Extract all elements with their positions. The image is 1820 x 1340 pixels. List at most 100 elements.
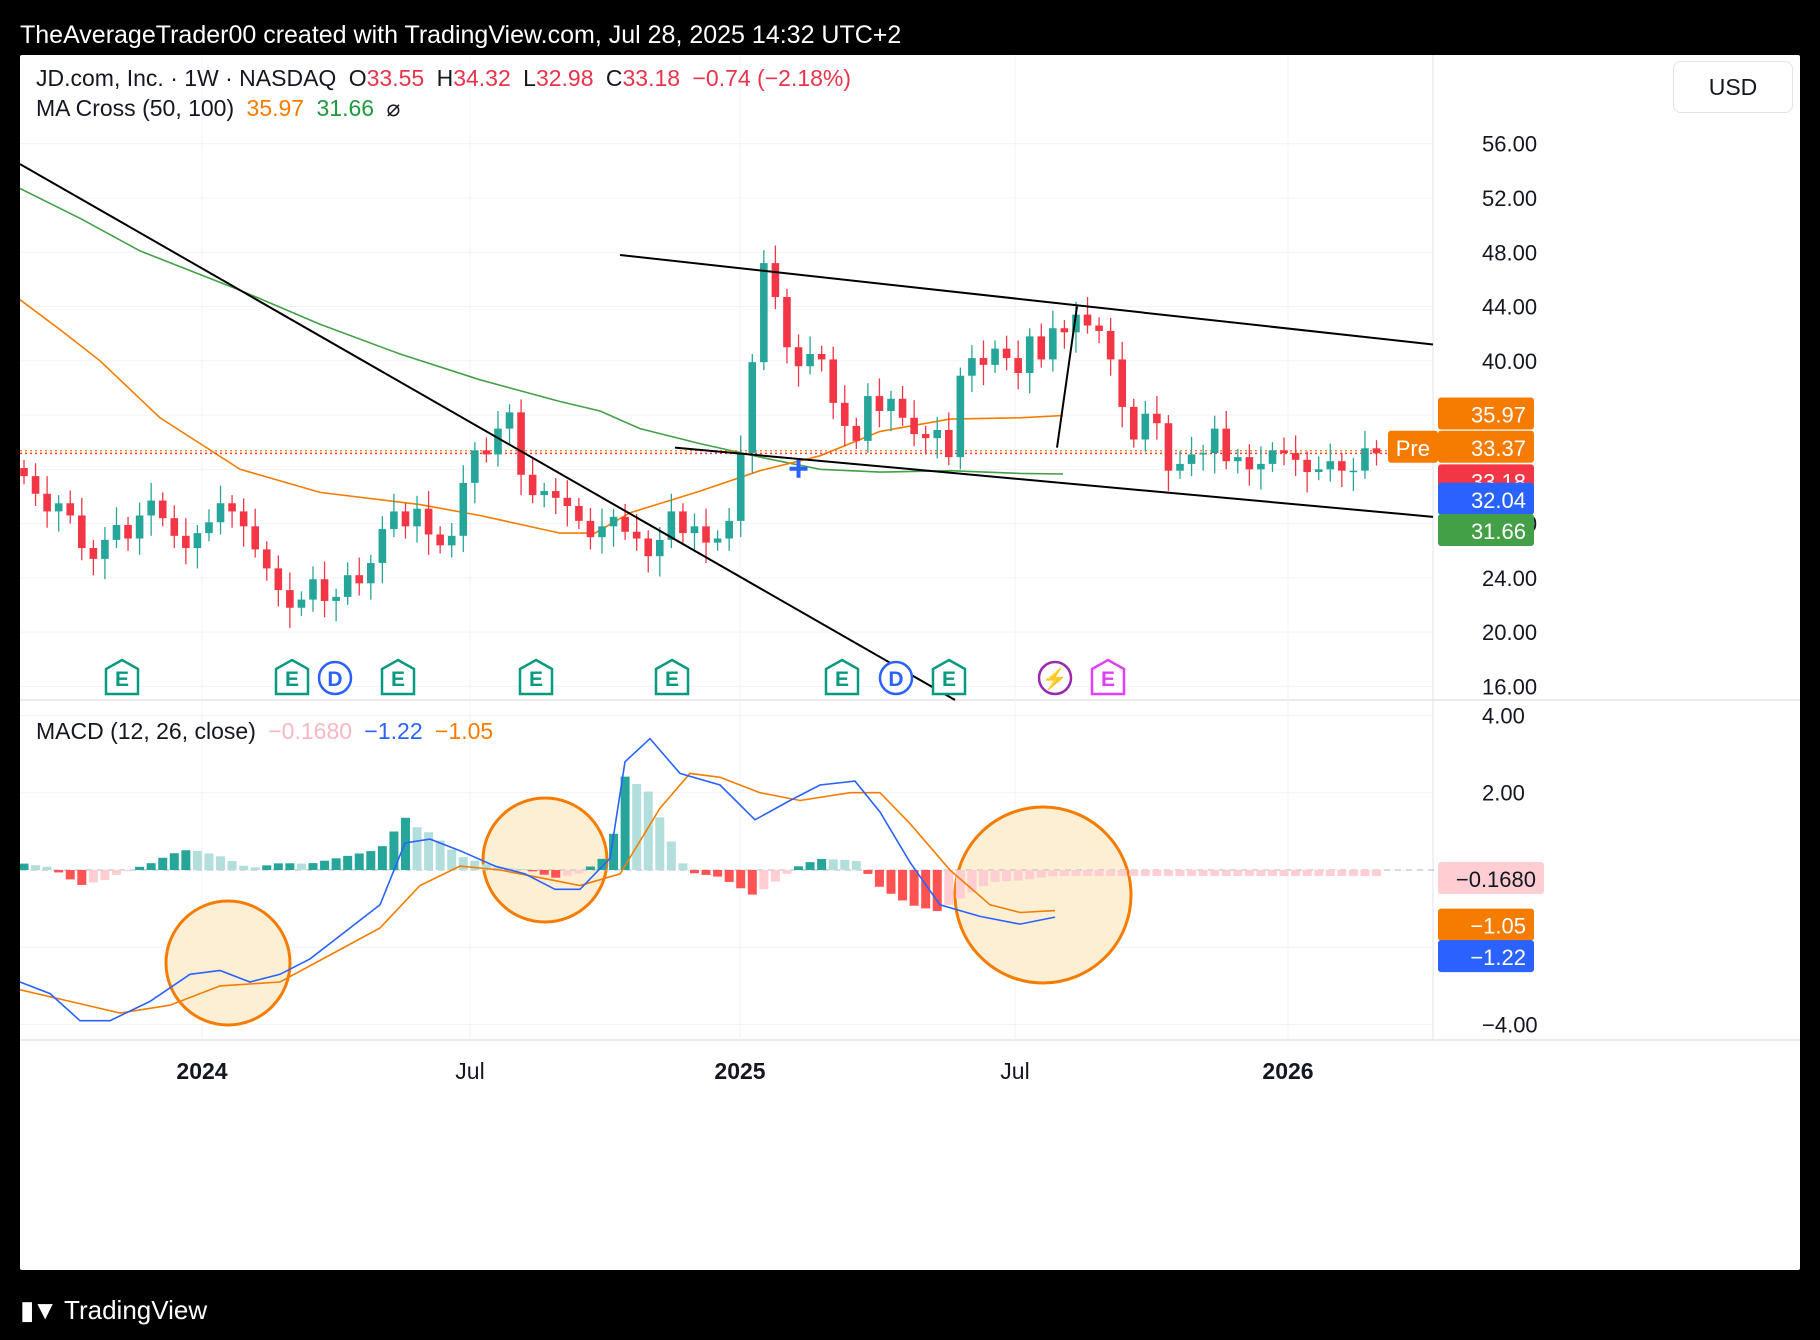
event-marker-shape bbox=[380, 658, 416, 696]
macd-hist-bar bbox=[1036, 870, 1046, 878]
candle-body bbox=[1129, 406, 1138, 440]
macd-hist-bar bbox=[516, 868, 526, 870]
macd-hist-bar bbox=[1221, 870, 1231, 876]
candle-body bbox=[1210, 428, 1219, 454]
event-marker-label: E bbox=[391, 668, 405, 691]
ma-visibility-icon[interactable]: ⌀ bbox=[386, 95, 401, 121]
time-axis-tick: Jul bbox=[455, 1058, 484, 1084]
macd-hist-bar bbox=[458, 857, 468, 870]
price-axis-tick: 44.00 bbox=[1482, 295, 1537, 320]
price-axis-tick: 16.00 bbox=[1482, 674, 1537, 699]
tradingview-brand: ▮▼ TradingView bbox=[20, 1290, 207, 1330]
price-axis-tick: 48.00 bbox=[1482, 240, 1537, 265]
macd-hist-bar bbox=[1279, 870, 1289, 876]
event-marker-shape bbox=[931, 658, 967, 696]
event-marker-earnings: E bbox=[654, 658, 690, 696]
candle-body bbox=[725, 520, 733, 539]
ma-slow-price-tag-text: 31.66 bbox=[1471, 519, 1526, 544]
macd-hist-bar bbox=[412, 827, 422, 870]
event-marker-dividend: D bbox=[878, 660, 914, 696]
candle-body bbox=[632, 531, 641, 539]
macd-hist-bar bbox=[1244, 870, 1254, 876]
ma-slow-price-tag-bg bbox=[1438, 513, 1534, 546]
macd-hist-bar bbox=[1163, 870, 1173, 876]
macd-hist-bar bbox=[470, 860, 480, 870]
time-axis-tick: 2025 bbox=[714, 1058, 765, 1084]
macd-hist-bar bbox=[354, 853, 364, 870]
candle-body bbox=[286, 590, 294, 608]
macd-hist-bar bbox=[1083, 870, 1093, 876]
currency-button[interactable]: USD bbox=[1673, 61, 1793, 113]
candle-body bbox=[968, 358, 976, 376]
macd-hist-bar bbox=[1360, 870, 1370, 876]
macd-hist-bar bbox=[1117, 870, 1127, 876]
macd-hist-bar bbox=[42, 866, 52, 870]
macd-hist-bar bbox=[782, 870, 792, 874]
macd-hist-bar bbox=[747, 870, 757, 895]
candle-body bbox=[1268, 450, 1277, 464]
candle-body bbox=[667, 511, 676, 540]
macd-hist-bar bbox=[1337, 870, 1347, 876]
macd-hist-bar bbox=[435, 840, 445, 870]
macd-hist-bar bbox=[574, 870, 584, 874]
macd-hist-bar bbox=[1002, 870, 1012, 882]
event-marker-shape bbox=[104, 658, 140, 696]
macd-hist-bar bbox=[932, 870, 942, 912]
candle-body bbox=[355, 575, 364, 584]
ma-legend[interactable]: MA Cross (50, 100) 35.97 31.66 ⌀ bbox=[36, 95, 406, 122]
candle-body bbox=[31, 476, 40, 494]
macd-hist-bar bbox=[1071, 870, 1081, 876]
event-marker-earnings: E bbox=[824, 658, 860, 696]
macd-hist-bar bbox=[805, 862, 815, 870]
macd-hist-bar bbox=[851, 861, 861, 870]
candle-body bbox=[517, 412, 525, 475]
macd-hist-bar bbox=[1372, 870, 1382, 876]
candle-body bbox=[205, 522, 213, 534]
candle-body bbox=[228, 503, 236, 512]
candle-body bbox=[367, 562, 375, 584]
candle-body bbox=[182, 535, 190, 549]
macd-hist-bar bbox=[262, 865, 272, 870]
price-legend[interactable]: JD.com, Inc. · 1W · NASDAQ O33.55 H34.32… bbox=[36, 65, 857, 92]
macd-hist-bar bbox=[1152, 870, 1162, 876]
candle-body bbox=[505, 412, 514, 429]
candle-body bbox=[1291, 453, 1300, 460]
macd-hist-bar bbox=[250, 867, 260, 870]
macd-axis-tick: −4.00 bbox=[1482, 1013, 1538, 1038]
candle-body bbox=[1153, 413, 1161, 424]
macd-hist-tag: −0.1680 bbox=[1438, 862, 1544, 894]
macd-hist-bar bbox=[158, 857, 168, 870]
macd-hist-bar bbox=[216, 856, 226, 870]
pre-market-price-tag: 33.37 bbox=[1438, 430, 1534, 463]
macd-signal-tag: −1.05 bbox=[1438, 908, 1534, 941]
macd-title[interactable]: MACD (12, 26, close) bbox=[36, 718, 256, 744]
macd-highlight-circles bbox=[164, 796, 1133, 1027]
candle-body bbox=[586, 520, 595, 538]
ma-title[interactable]: MA Cross (50, 100) bbox=[36, 95, 235, 121]
macd-hist-bar bbox=[1302, 870, 1312, 876]
low-label: L bbox=[523, 65, 536, 91]
macd-hist-bar bbox=[944, 870, 954, 905]
macd-line-tag-bg bbox=[1438, 940, 1534, 973]
ma-slow-line bbox=[20, 187, 1064, 475]
macd-hist-bar bbox=[135, 866, 145, 870]
symbol-title[interactable]: JD.com, Inc. · 1W · NASDAQ bbox=[36, 65, 337, 91]
price-axis-tick: 40.00 bbox=[1482, 349, 1537, 374]
macd-hist-bar bbox=[1314, 870, 1324, 876]
macd-hist-tag-bg bbox=[1438, 862, 1544, 894]
macd-legend[interactable]: MACD (12, 26, close) −0.1680 −1.22 −1.05 bbox=[36, 718, 499, 745]
macd-hist-bar bbox=[1291, 870, 1301, 876]
macd-hist-bar bbox=[828, 859, 838, 870]
macd-hist-bar bbox=[1187, 870, 1197, 876]
event-marker-shape bbox=[878, 660, 914, 696]
macd-hist-bar bbox=[308, 863, 318, 870]
candle-body bbox=[1361, 448, 1369, 471]
event-marker-label: E bbox=[115, 668, 129, 691]
candle-body bbox=[921, 434, 930, 439]
candles bbox=[20, 245, 1381, 629]
macd-hist-bar bbox=[597, 858, 607, 870]
ma-fast-value: 35.97 bbox=[246, 95, 305, 121]
candle-body bbox=[1257, 463, 1265, 470]
